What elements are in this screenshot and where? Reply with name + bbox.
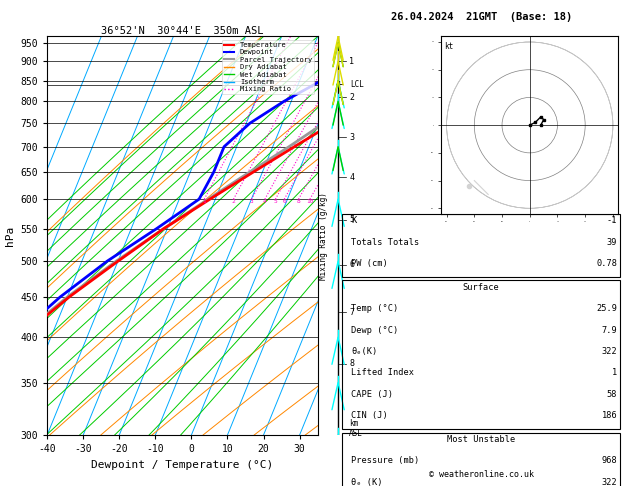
Text: CAPE (J): CAPE (J) (351, 390, 393, 399)
Text: 1: 1 (349, 57, 354, 66)
Text: Pressure (mb): Pressure (mb) (351, 456, 420, 466)
Text: 8: 8 (349, 359, 354, 368)
Text: Temp (°C): Temp (°C) (351, 304, 398, 313)
Bar (342, 280, 620, 429)
Legend: Temperature, Dewpoint, Parcel Trajectory, Dry Adiabat, Wet Adiabat, Isotherm, Mi: Temperature, Dewpoint, Parcel Trajectory… (222, 40, 314, 94)
Text: 5: 5 (349, 215, 354, 224)
Text: km
ASL: km ASL (349, 419, 363, 438)
Text: 968: 968 (601, 456, 617, 466)
Text: 0.78: 0.78 (596, 259, 617, 268)
Text: +: + (335, 80, 344, 90)
Text: © weatheronline.co.uk: © weatheronline.co.uk (429, 469, 533, 479)
Text: 3: 3 (250, 199, 253, 204)
Title: 36°52'N  30°44'E  350m ASL: 36°52'N 30°44'E 350m ASL (101, 26, 264, 35)
Y-axis label: hPa: hPa (5, 226, 15, 246)
Text: K: K (351, 216, 356, 226)
X-axis label: Dewpoint / Temperature (°C): Dewpoint / Temperature (°C) (91, 460, 274, 469)
Text: 7: 7 (349, 308, 354, 317)
Text: θₑ(K): θₑ(K) (351, 347, 377, 356)
Text: 26.04.2024  21GMT  (Base: 18): 26.04.2024 21GMT (Base: 18) (391, 12, 572, 22)
Text: 4: 4 (263, 199, 267, 204)
Text: LCL: LCL (350, 80, 364, 89)
Text: 4: 4 (349, 173, 354, 182)
Text: 6: 6 (349, 260, 354, 269)
Bar (342, 433, 620, 486)
Text: -1: -1 (607, 216, 617, 226)
Text: Surface: Surface (463, 283, 499, 292)
Text: 1: 1 (203, 199, 206, 204)
Text: 6: 6 (282, 199, 286, 204)
Text: 58: 58 (607, 390, 617, 399)
Text: 39: 39 (607, 238, 617, 247)
Text: 10: 10 (306, 199, 314, 204)
Text: 322: 322 (601, 347, 617, 356)
Text: Dewp (°C): Dewp (°C) (351, 326, 398, 335)
Text: θₑ (K): θₑ (K) (351, 478, 382, 486)
Text: CIN (J): CIN (J) (351, 411, 387, 420)
Bar (342, 214, 620, 277)
Text: Mixing Ratio (g/kg): Mixing Ratio (g/kg) (320, 192, 328, 279)
Text: PW (cm): PW (cm) (351, 259, 387, 268)
Text: Most Unstable: Most Unstable (447, 435, 515, 444)
Text: 2: 2 (231, 199, 235, 204)
Text: 2: 2 (349, 92, 354, 102)
Text: Totals Totals: Totals Totals (351, 238, 420, 247)
Text: 1: 1 (612, 368, 617, 378)
Text: 25.9: 25.9 (596, 304, 617, 313)
Text: 8: 8 (297, 199, 301, 204)
Text: kt: kt (444, 42, 453, 51)
Text: 5: 5 (274, 199, 277, 204)
Text: 7.9: 7.9 (601, 326, 617, 335)
Text: 322: 322 (601, 478, 617, 486)
Text: Lifted Index: Lifted Index (351, 368, 414, 378)
Text: 3: 3 (349, 133, 354, 141)
Text: 186: 186 (601, 411, 617, 420)
